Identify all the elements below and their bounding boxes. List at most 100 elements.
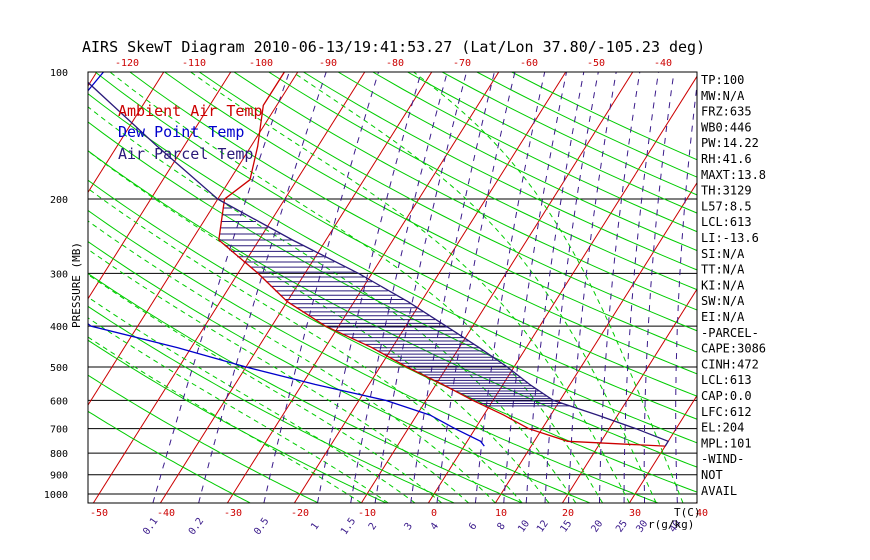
dry-adiabat-line (88, 240, 591, 503)
isotherm-line (92, 72, 366, 503)
temp-top-tick-label: -60 (520, 58, 538, 69)
moist-adiabat-line (88, 273, 443, 503)
dry-adiabat-line (88, 374, 319, 503)
index-entry: -WIND- (701, 452, 744, 466)
ambient-temp-curve (218, 72, 666, 447)
moist-adiabat-line (109, 72, 604, 503)
index-entry: SW:N/A (701, 294, 745, 308)
mixing-ratio-label: r(g/kg) (648, 518, 694, 531)
index-entry: -PARCEL- (701, 326, 759, 340)
isotherm-line (763, 72, 870, 503)
index-entry: MAXT:13.8 (701, 168, 766, 182)
mixing-ratio-line (544, 72, 599, 503)
dry-adiabat-line (441, 72, 697, 196)
temp-bottom-tick-label: 40 (696, 508, 708, 519)
index-entry: NOT (701, 468, 723, 482)
legend-parcel: Air Parcel Temp (118, 145, 253, 163)
isotherm-line (0, 72, 30, 503)
isotherm-line (293, 72, 567, 503)
index-entry: TP:100 (701, 73, 744, 87)
temp-top-tick-label: -110 (182, 58, 206, 69)
moist-adiabat-line (88, 317, 389, 503)
mixing-ratio-line (525, 72, 585, 503)
moist-adiabat-line (190, 72, 630, 503)
mixing-ratio-line (374, 72, 467, 503)
mixing-ratio-line (623, 72, 659, 503)
dry-adiabat-line (164, 72, 697, 353)
dry-adiabat-line (129, 72, 697, 375)
temp-bottom-tick-label: -20 (291, 508, 309, 519)
pressure-tick-label: 700 (50, 425, 68, 436)
dry-adiabat-line (337, 72, 697, 252)
y-axis-label: PRESSURE (MB) (70, 242, 83, 328)
index-entry: AVAIL (701, 484, 737, 498)
index-entry: SI:N/A (701, 247, 745, 261)
temp-bottom-tick-label: 10 (495, 508, 507, 519)
index-entry: TT:N/A (701, 263, 745, 277)
moist-adiabat-line (88, 220, 496, 503)
isotherm-line (494, 181, 697, 503)
mixing-ratio-line (643, 72, 675, 503)
pressure-tick-label: 900 (50, 471, 68, 482)
moist-adiabat-line (413, 72, 684, 503)
mixing-ratio-line (350, 72, 448, 503)
index-entry: KI:N/A (701, 278, 745, 292)
pressure-tick-label: 800 (50, 449, 68, 460)
pressure-tick-label: 500 (50, 363, 68, 374)
index-entry: EL:204 (701, 421, 744, 435)
dry-adiabat-line (88, 93, 697, 420)
pressure-tick-label: 100 (50, 68, 68, 79)
index-entry: LFC:612 (701, 405, 752, 419)
index-entry: L57:8.5 (701, 199, 752, 213)
dry-adiabat-line (407, 72, 697, 214)
legend-dewpoint: Dew Point Temp (118, 123, 244, 141)
temp-top-tick-label: -50 (587, 58, 605, 69)
dew-point-curve (88, 72, 485, 447)
x-axis-label: T(C) (674, 506, 701, 519)
mixing-ratio-tick-label: 1 (309, 521, 321, 532)
temp-bottom-tick-label: -30 (224, 508, 242, 519)
pressure-tick-label: 300 (50, 269, 68, 280)
index-entry: LCL:613 (701, 215, 752, 229)
mixing-ratio-tick-label: 0.2 (187, 516, 206, 537)
mixing-ratio-tick-label: 8 (495, 521, 507, 532)
index-entry: FRZ:635 (701, 105, 752, 119)
index-entry: CAPE:3086 (701, 342, 766, 356)
mixing-ratio-tick-label: 15 (558, 518, 574, 534)
mixing-ratio-tick-label: 1.5 (339, 516, 358, 537)
temp-bottom-tick-label: -10 (358, 508, 376, 519)
mixing-ratio-tick-label: 0.5 (252, 516, 271, 537)
dry-adiabat-line (199, 72, 697, 332)
moist-adiabat-line (88, 187, 523, 503)
dry-adiabat-line (88, 339, 387, 503)
mixing-ratio-tick-label: 3 (403, 521, 415, 532)
temp-top-tick-label: -70 (453, 58, 471, 69)
temp-bottom-tick-label: -50 (90, 508, 108, 519)
index-entry: MW:N/A (701, 89, 745, 103)
mixing-ratio-line (503, 72, 567, 503)
mixing-ratio-line (599, 72, 641, 503)
moist-adiabat-line (88, 248, 469, 503)
mixing-ratio-tick-label: 0.1 (141, 516, 160, 537)
temp-top-tick-label: -100 (249, 58, 273, 69)
temp-top-tick-label: -40 (654, 58, 672, 69)
mixing-ratio-line (675, 81, 697, 503)
dry-adiabat-line (94, 72, 697, 397)
index-entry: LI:-13.6 (701, 231, 759, 245)
dry-adiabat-line (88, 305, 455, 503)
pressure-tick-label: 600 (50, 396, 68, 407)
index-entry: PW:14.22 (701, 136, 759, 150)
temp-bottom-tick-label: 30 (629, 508, 641, 519)
index-entry: EI:N/A (701, 310, 745, 324)
isotherm-line (88, 72, 232, 300)
mixing-ratio-tick-label: 6 (467, 521, 479, 532)
temp-top-tick-label: -120 (115, 58, 139, 69)
dry-adiabat-line (268, 72, 697, 291)
mixing-ratio-tick-label: 25 (614, 518, 630, 534)
dry-adiabat-line (88, 410, 251, 503)
isotherm-line (88, 72, 299, 407)
index-entry: RH:41.6 (701, 152, 752, 166)
temp-bottom-tick-label: 20 (562, 508, 574, 519)
